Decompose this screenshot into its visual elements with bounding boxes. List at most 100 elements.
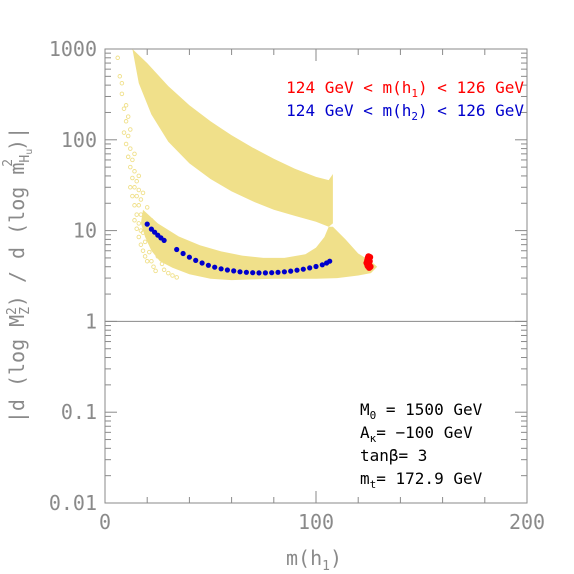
h2-point (307, 265, 313, 271)
y-tick-label: 1000 (49, 37, 97, 61)
h2-point (144, 221, 150, 227)
param-tanbeta: tanβ= 3 (360, 446, 427, 465)
allowed-point (136, 234, 142, 240)
allowed-point (174, 275, 179, 280)
allowed-point (170, 273, 175, 278)
allowed-point (121, 106, 127, 111)
plot-area (115, 49, 378, 281)
allowed-point (130, 193, 135, 199)
parameter-box: M0 = 1500 GeV Aκ= −100 GeV tanβ= 3 mt= 1… (360, 400, 483, 491)
allowed-region-lower-band (140, 209, 378, 281)
allowed-point (134, 226, 139, 231)
h2-point (186, 254, 192, 260)
param-mt: mt= 172.9 GeV (360, 469, 483, 491)
h2-point (193, 257, 199, 263)
allowed-point (136, 187, 142, 193)
allowed-point (117, 74, 123, 79)
allowed-point (161, 245, 167, 250)
h2-point (269, 270, 275, 276)
allowed-point (128, 146, 133, 151)
h2-point (174, 246, 180, 253)
allowed-point (125, 133, 131, 139)
h2-point (262, 270, 268, 276)
h2-point (313, 263, 319, 270)
allowed-point (142, 239, 148, 245)
legend-entry-h1: 124 GeV < m(h1) < 126 GeV (286, 78, 524, 100)
allowed-point (130, 175, 135, 181)
allowed-point (155, 254, 161, 259)
allowed-point (134, 212, 139, 217)
allowed-point (140, 190, 146, 196)
h2-point (199, 260, 205, 266)
allowed-point (123, 103, 129, 108)
allowed-point (115, 55, 120, 61)
allowed-point (151, 264, 156, 269)
allowed-point (140, 248, 146, 253)
allowed-point (132, 218, 137, 223)
h1-point (363, 260, 371, 268)
allowed-point (138, 242, 144, 247)
y-tick-label: 10 (73, 219, 97, 243)
h2-point (275, 269, 281, 275)
allowed-point (119, 91, 125, 97)
allowed-point (149, 258, 154, 264)
allowed-point (161, 267, 167, 273)
y-tick-label: 0.01 (49, 491, 97, 515)
allowed-point (166, 270, 171, 276)
y-tick-label: 0.1 (61, 400, 97, 424)
allowed-point (136, 203, 142, 208)
y-tick-label: 100 (61, 128, 97, 152)
allowed-point (138, 212, 144, 217)
allowed-point (128, 127, 133, 132)
series-layer (144, 221, 374, 276)
allowed-point (144, 258, 150, 264)
allowed-point (142, 254, 148, 259)
h2-point (180, 250, 186, 257)
allowed-point (144, 205, 150, 210)
allowed-point (136, 173, 142, 179)
allowed-point (138, 197, 144, 202)
h2-point (281, 269, 287, 275)
h2-point (294, 267, 300, 273)
allowed-point (130, 157, 135, 163)
h2-point (205, 262, 211, 268)
allowed-point (119, 80, 125, 86)
h2-point (148, 226, 154, 232)
x-tick-label: 100 (298, 510, 334, 534)
h2-point (218, 266, 224, 272)
legend: 124 GeV < m(h1) < 126 GeV 124 GeV < m(h2… (286, 78, 524, 123)
allowed-point (128, 185, 133, 190)
h2-point (231, 268, 237, 274)
param-akappa: Aκ= −100 GeV (360, 423, 473, 445)
allowed-point (132, 185, 137, 190)
allowed-point (125, 154, 131, 160)
allowed-point (149, 218, 154, 223)
allowed-point (170, 257, 175, 262)
allowed-point (121, 130, 127, 135)
allowed-region-upper-band (132, 49, 333, 227)
allowed-point (132, 203, 137, 208)
allowed-point (123, 141, 129, 147)
allowed-point (159, 261, 165, 267)
h2-point (212, 264, 218, 270)
h2-point (300, 266, 306, 272)
axes (104, 48, 528, 504)
x-axis-title: m(h1) (286, 546, 342, 574)
allowed-point (147, 249, 152, 255)
allowed-point (140, 230, 146, 235)
y-axis-title: |d (log MZ2) / d (log mHu2)| (1, 127, 35, 423)
h2-point (250, 270, 256, 276)
allowed-point (125, 114, 131, 119)
h2-point (237, 269, 243, 275)
allowed-point (134, 178, 139, 184)
allowed-point (132, 151, 137, 157)
h2-point (288, 268, 294, 274)
y-tick-label: 1 (85, 309, 97, 333)
allowed-point (134, 193, 139, 199)
x-tick-label: 200 (509, 510, 545, 534)
tick-labels: 0 100 200 0.01 0.1 1 10 100 1000 (49, 37, 545, 534)
allowed-point (132, 169, 137, 174)
h2-point (224, 267, 230, 273)
h2-point (161, 237, 167, 243)
